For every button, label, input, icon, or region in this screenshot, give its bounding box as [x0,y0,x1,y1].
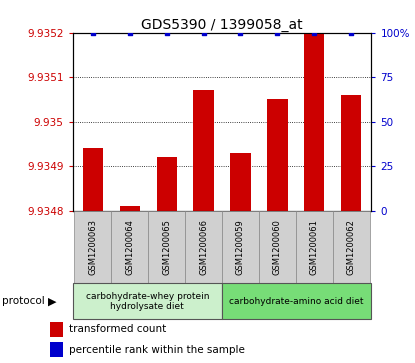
Text: GSM1200062: GSM1200062 [347,219,356,275]
Text: GSM1200063: GSM1200063 [88,219,98,275]
Text: GSM1200064: GSM1200064 [125,219,134,275]
Text: GSM1200060: GSM1200060 [273,219,282,275]
Text: transformed count: transformed count [69,325,166,334]
Text: carbohydrate-amino acid diet: carbohydrate-amino acid diet [229,297,364,306]
Text: percentile rank within the sample: percentile rank within the sample [69,345,245,355]
Text: ▶: ▶ [48,296,56,306]
Text: GSM1200059: GSM1200059 [236,219,245,275]
Bar [230,153,251,211]
Text: GSM1200065: GSM1200065 [162,219,171,275]
Point [274,30,281,36]
Point [311,30,317,36]
Title: GDS5390 / 1399058_at: GDS5390 / 1399058_at [141,18,303,32]
Bar [50,322,63,337]
Text: carbohydrate-whey protein
hydrolysate diet: carbohydrate-whey protein hydrolysate di… [85,291,209,311]
Bar [156,157,177,211]
Point [90,30,96,36]
FancyBboxPatch shape [333,211,370,283]
Bar [267,99,288,211]
FancyBboxPatch shape [73,283,222,319]
FancyBboxPatch shape [111,211,148,283]
FancyBboxPatch shape [222,211,259,283]
Text: GSM1200066: GSM1200066 [199,219,208,275]
Bar [83,148,103,211]
Point [200,30,207,36]
FancyBboxPatch shape [148,211,185,283]
FancyBboxPatch shape [222,283,371,319]
Point [348,30,354,36]
Text: protocol: protocol [2,296,45,306]
Point [164,30,170,36]
Bar [120,206,140,211]
FancyBboxPatch shape [259,211,296,283]
FancyBboxPatch shape [185,211,222,283]
Bar [193,90,214,211]
Point [127,30,133,36]
FancyBboxPatch shape [74,211,111,283]
Text: GSM1200061: GSM1200061 [310,219,319,275]
Bar [50,342,63,357]
Point [237,30,244,36]
Bar [304,33,325,211]
FancyBboxPatch shape [296,211,333,283]
Bar [341,95,361,211]
